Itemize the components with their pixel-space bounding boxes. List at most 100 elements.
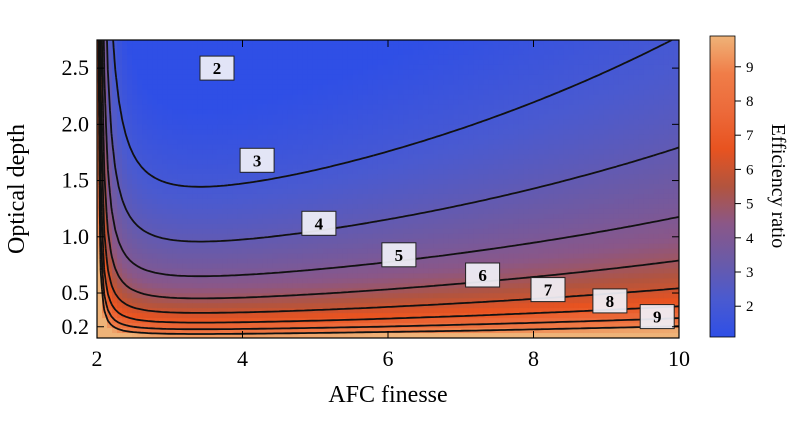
heatmap-cell (297, 44, 304, 51)
heatmap-cell (257, 323, 264, 329)
heatmap-cell (357, 303, 364, 309)
heatmap-cell (202, 99, 208, 106)
heatmap-cell (127, 243, 133, 250)
heatmap-cell (382, 134, 389, 140)
heatmap-cell (337, 263, 344, 270)
heatmap-cell (438, 318, 444, 324)
heatmap-cell (438, 263, 444, 270)
heatmap-cell (242, 273, 249, 279)
heatmap-cell (347, 109, 354, 116)
heatmap-cell (488, 169, 494, 175)
heatmap-cell (322, 159, 329, 165)
heatmap-cell (423, 129, 429, 135)
heatmap-cell (207, 228, 213, 235)
heatmap-cell (137, 288, 143, 294)
heatmap-cell (332, 248, 339, 255)
heatmap-cell (362, 134, 369, 140)
heatmap-cell (483, 253, 489, 260)
heatmap-cell (292, 59, 299, 66)
heatmap-cell (282, 303, 289, 309)
heatmap-cell (182, 139, 188, 145)
heatmap-cell (127, 208, 133, 215)
heatmap-cell (212, 164, 219, 170)
heatmap-cell (423, 64, 429, 71)
heatmap-cell (182, 89, 188, 96)
heatmap-cell (382, 109, 389, 116)
heatmap-cell (362, 74, 369, 81)
heatmap-cell (453, 248, 459, 255)
heatmap-cell (137, 218, 143, 225)
heatmap-cell (488, 94, 494, 101)
heatmap-cell (448, 223, 454, 230)
heatmap-cell (197, 40, 203, 46)
heatmap-cell (287, 218, 294, 225)
heatmap-cell (408, 273, 414, 279)
heatmap-cell (212, 333, 219, 338)
heatmap-cell (217, 218, 224, 225)
heatmap-cell (162, 333, 168, 338)
heatmap-cell (322, 54, 329, 61)
heatmap-cell (292, 198, 299, 205)
heatmap-cell (513, 84, 520, 91)
heatmap-cell (483, 193, 489, 200)
heatmap-cell (418, 203, 424, 210)
heatmap-cell (242, 139, 249, 145)
heatmap-cell (252, 44, 259, 51)
heatmap-cell (413, 54, 419, 61)
heatmap-cell (337, 89, 344, 96)
heatmap-cell (463, 303, 469, 309)
heatmap-cell (357, 198, 364, 205)
heatmap-cell (292, 273, 299, 279)
heatmap-cell (433, 243, 439, 250)
heatmap-cell (388, 54, 394, 61)
heatmap-cell (297, 288, 304, 294)
heatmap-cell (508, 59, 515, 66)
heatmap-cell (302, 288, 309, 294)
heatmap-cell (473, 54, 479, 61)
heatmap-cell (137, 293, 143, 299)
heatmap-cell (227, 189, 234, 195)
heatmap-cell (272, 198, 279, 205)
heatmap-cell (342, 94, 349, 101)
heatmap-cell (352, 179, 359, 185)
heatmap-cell (448, 288, 454, 294)
heatmap-cell (287, 208, 294, 215)
heatmap-cell (177, 144, 183, 150)
heatmap-cell (287, 228, 294, 235)
heatmap-cell (132, 94, 138, 101)
heatmap-cell (488, 124, 494, 130)
heatmap-cell (352, 129, 359, 135)
heatmap-cell (212, 124, 219, 130)
heatmap-cell (227, 238, 234, 245)
heatmap-cell (297, 40, 304, 46)
heatmap-cell (372, 179, 379, 185)
heatmap-cell (112, 184, 118, 190)
heatmap-cell (147, 174, 153, 180)
heatmap-cell (337, 258, 344, 265)
heatmap-cell (337, 308, 344, 314)
heatmap-cell (463, 40, 469, 46)
heatmap-cell (262, 303, 269, 309)
heatmap-cell (362, 124, 369, 130)
heatmap-cell (367, 298, 374, 304)
heatmap-cell (137, 179, 143, 185)
heatmap-cell (137, 164, 143, 170)
heatmap-cell (267, 49, 274, 56)
heatmap-cell (438, 248, 444, 255)
heatmap-cell (438, 243, 444, 250)
heatmap-cell (408, 79, 414, 86)
heatmap-cell (438, 273, 444, 279)
heatmap-cell (463, 69, 469, 76)
heatmap-cell (388, 189, 394, 195)
heatmap-cell (287, 84, 294, 91)
heatmap-cell (307, 293, 314, 299)
heatmap-cell (322, 94, 329, 101)
heatmap-cell (122, 69, 128, 76)
heatmap-cell (418, 119, 424, 126)
heatmap-cell (247, 64, 254, 71)
heatmap-cell (337, 154, 344, 160)
heatmap-cell (327, 134, 334, 140)
heatmap-cell (252, 288, 259, 294)
heatmap-cell (177, 278, 183, 284)
heatmap-cell (493, 74, 499, 81)
